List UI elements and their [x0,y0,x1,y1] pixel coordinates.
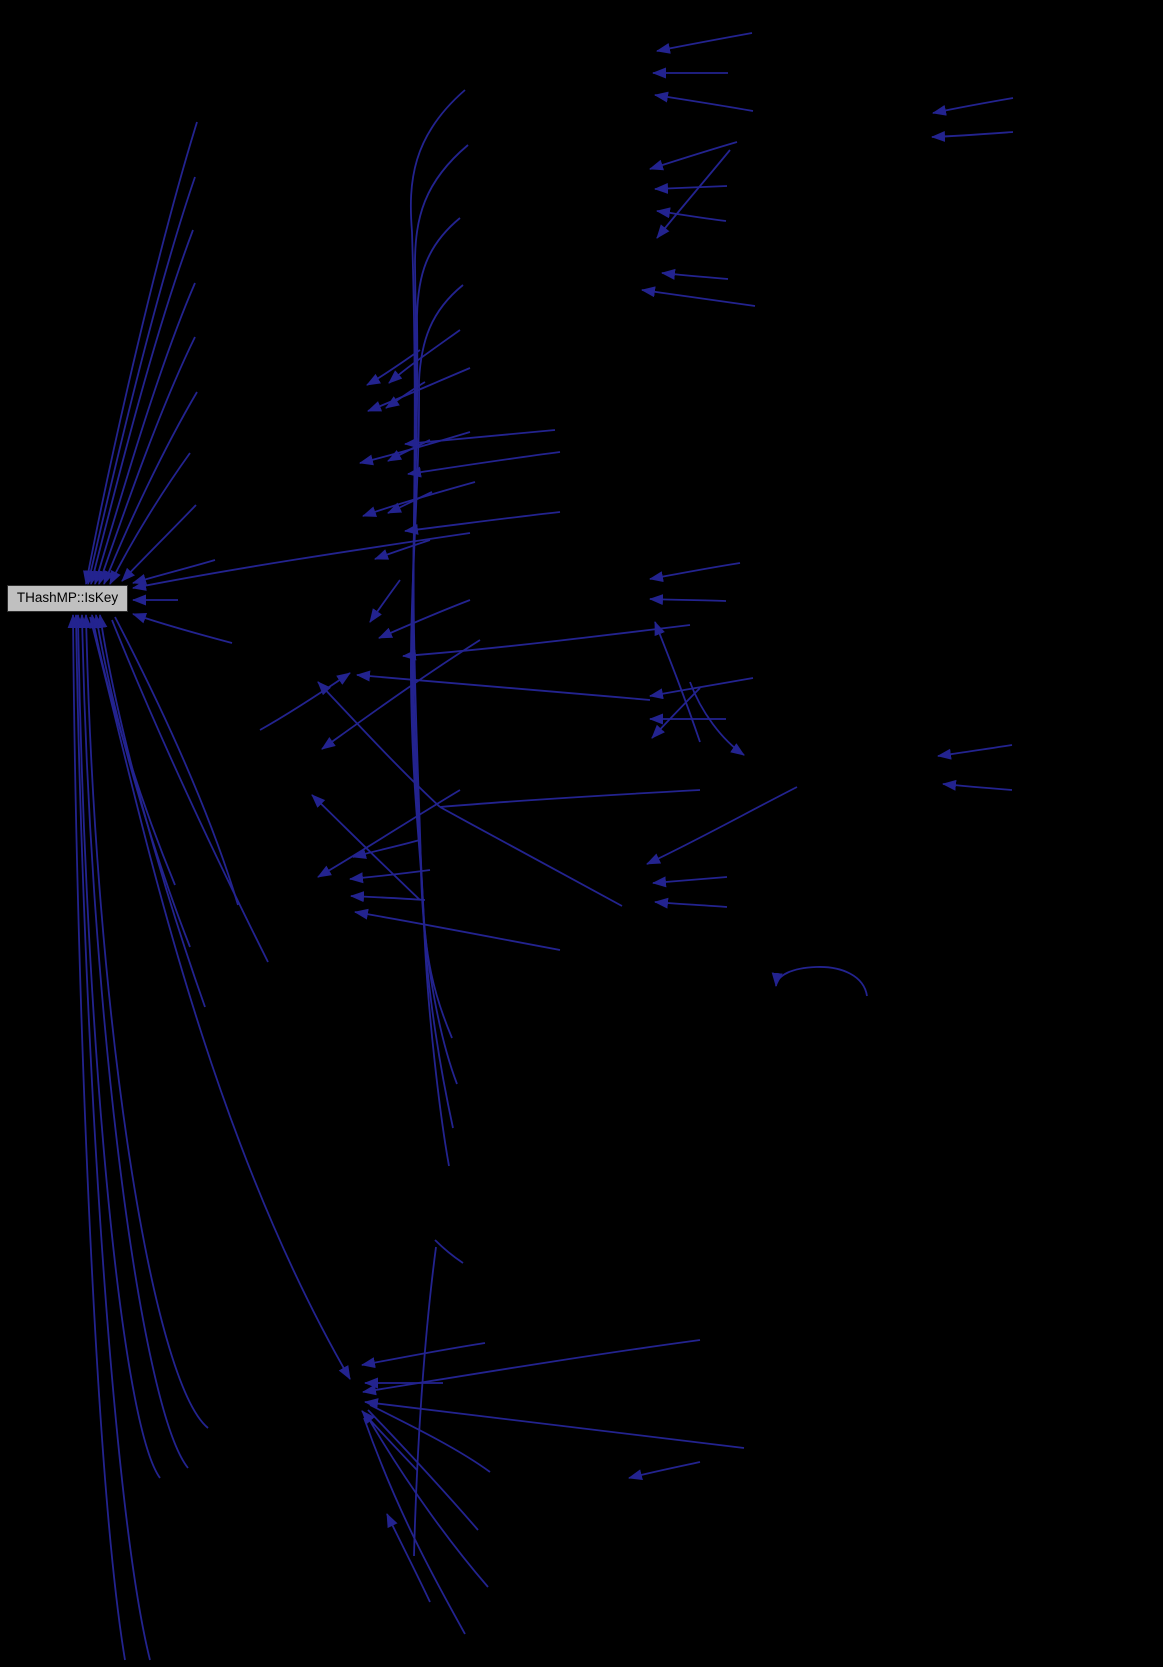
graph-edge [350,891,426,903]
graph-edge [385,381,426,409]
graph-edge [132,532,471,591]
graph-edge [413,1246,437,1557]
graph-edge [352,839,421,859]
graph-edge [132,613,233,644]
graph-edge [656,207,727,222]
graph-edge [439,806,623,907]
graph-edge [362,1339,701,1396]
graph-edge [652,876,728,888]
graph-edge [649,594,727,606]
graph-edge [388,329,461,384]
graph-node-label: THashMP::IsKey [16,590,119,605]
graph-edge [361,1342,486,1369]
graph-edge [654,621,701,743]
graph-edge [72,614,161,1479]
graph-edge [354,908,561,951]
graph-edge [311,794,421,901]
graph-edge [93,282,196,585]
graph-edge [363,1417,466,1635]
graph-edge [411,144,469,1085]
graph-edge [378,599,471,639]
graph-edge [369,579,401,623]
graph-edge [121,504,197,582]
graph-edge [942,779,1013,791]
graph-edge [386,1513,431,1603]
graph-edge [689,681,745,756]
graph-edge [656,149,731,239]
graph-edge [649,677,754,700]
graph-edge [369,1404,491,1473]
graph-edge [771,966,868,997]
graph-edge [349,869,431,884]
graph-edge [404,429,556,449]
graph-edge [109,452,191,585]
graph-edge [89,614,176,886]
graph-edge [661,268,729,280]
graph-edge [402,624,691,661]
graph-edge [404,511,561,535]
graph-edge [651,687,701,739]
graph-edge [410,284,464,1167]
graph-edge [317,681,441,808]
graph-edge [80,614,209,1429]
graph-edge [654,897,728,909]
graph-edge [83,121,198,585]
graph-edge [367,1409,479,1531]
graph-edge [411,217,461,1129]
graph-edge [932,97,1014,116]
graph-edge [92,614,191,948]
graph-edge [649,141,738,171]
graph-edge [654,182,728,194]
graph-edge [88,229,194,585]
graph-edge [407,451,561,478]
graph-edges [67,32,1014,1661]
graph-edge [98,336,196,585]
graph-edge [70,614,151,1661]
graph-edge [374,539,431,560]
graph-edge [628,1461,701,1481]
graph-edge [321,639,481,750]
graph-edge [641,286,756,307]
graph-edge [439,789,701,808]
graph-edge [96,614,206,1008]
graph-edge [364,1398,745,1449]
graph-edge [937,744,1013,760]
graph-edge [85,176,196,585]
graph-edge [103,391,198,585]
graph-edge [111,619,269,963]
graph-edge [649,562,741,583]
graph-edge [646,786,798,865]
graph-node-thashmp-iskey[interactable]: THashMP::IsKey [7,585,128,612]
graph-edge [656,32,753,54]
graph-edge [387,439,431,462]
graph-edge [317,789,461,878]
graph-edge [654,91,754,112]
graph-edge [387,491,433,514]
graph-edge [89,616,351,1380]
graph-edge [409,89,466,1039]
graph-edge [434,1239,464,1264]
graph-edge [114,616,239,906]
graph-edge [76,614,189,1469]
graph-edge [259,672,351,731]
graph-edge [931,131,1014,142]
graph-edge [365,1413,489,1588]
graph-edge [67,614,126,1661]
graph-edge [356,670,651,701]
